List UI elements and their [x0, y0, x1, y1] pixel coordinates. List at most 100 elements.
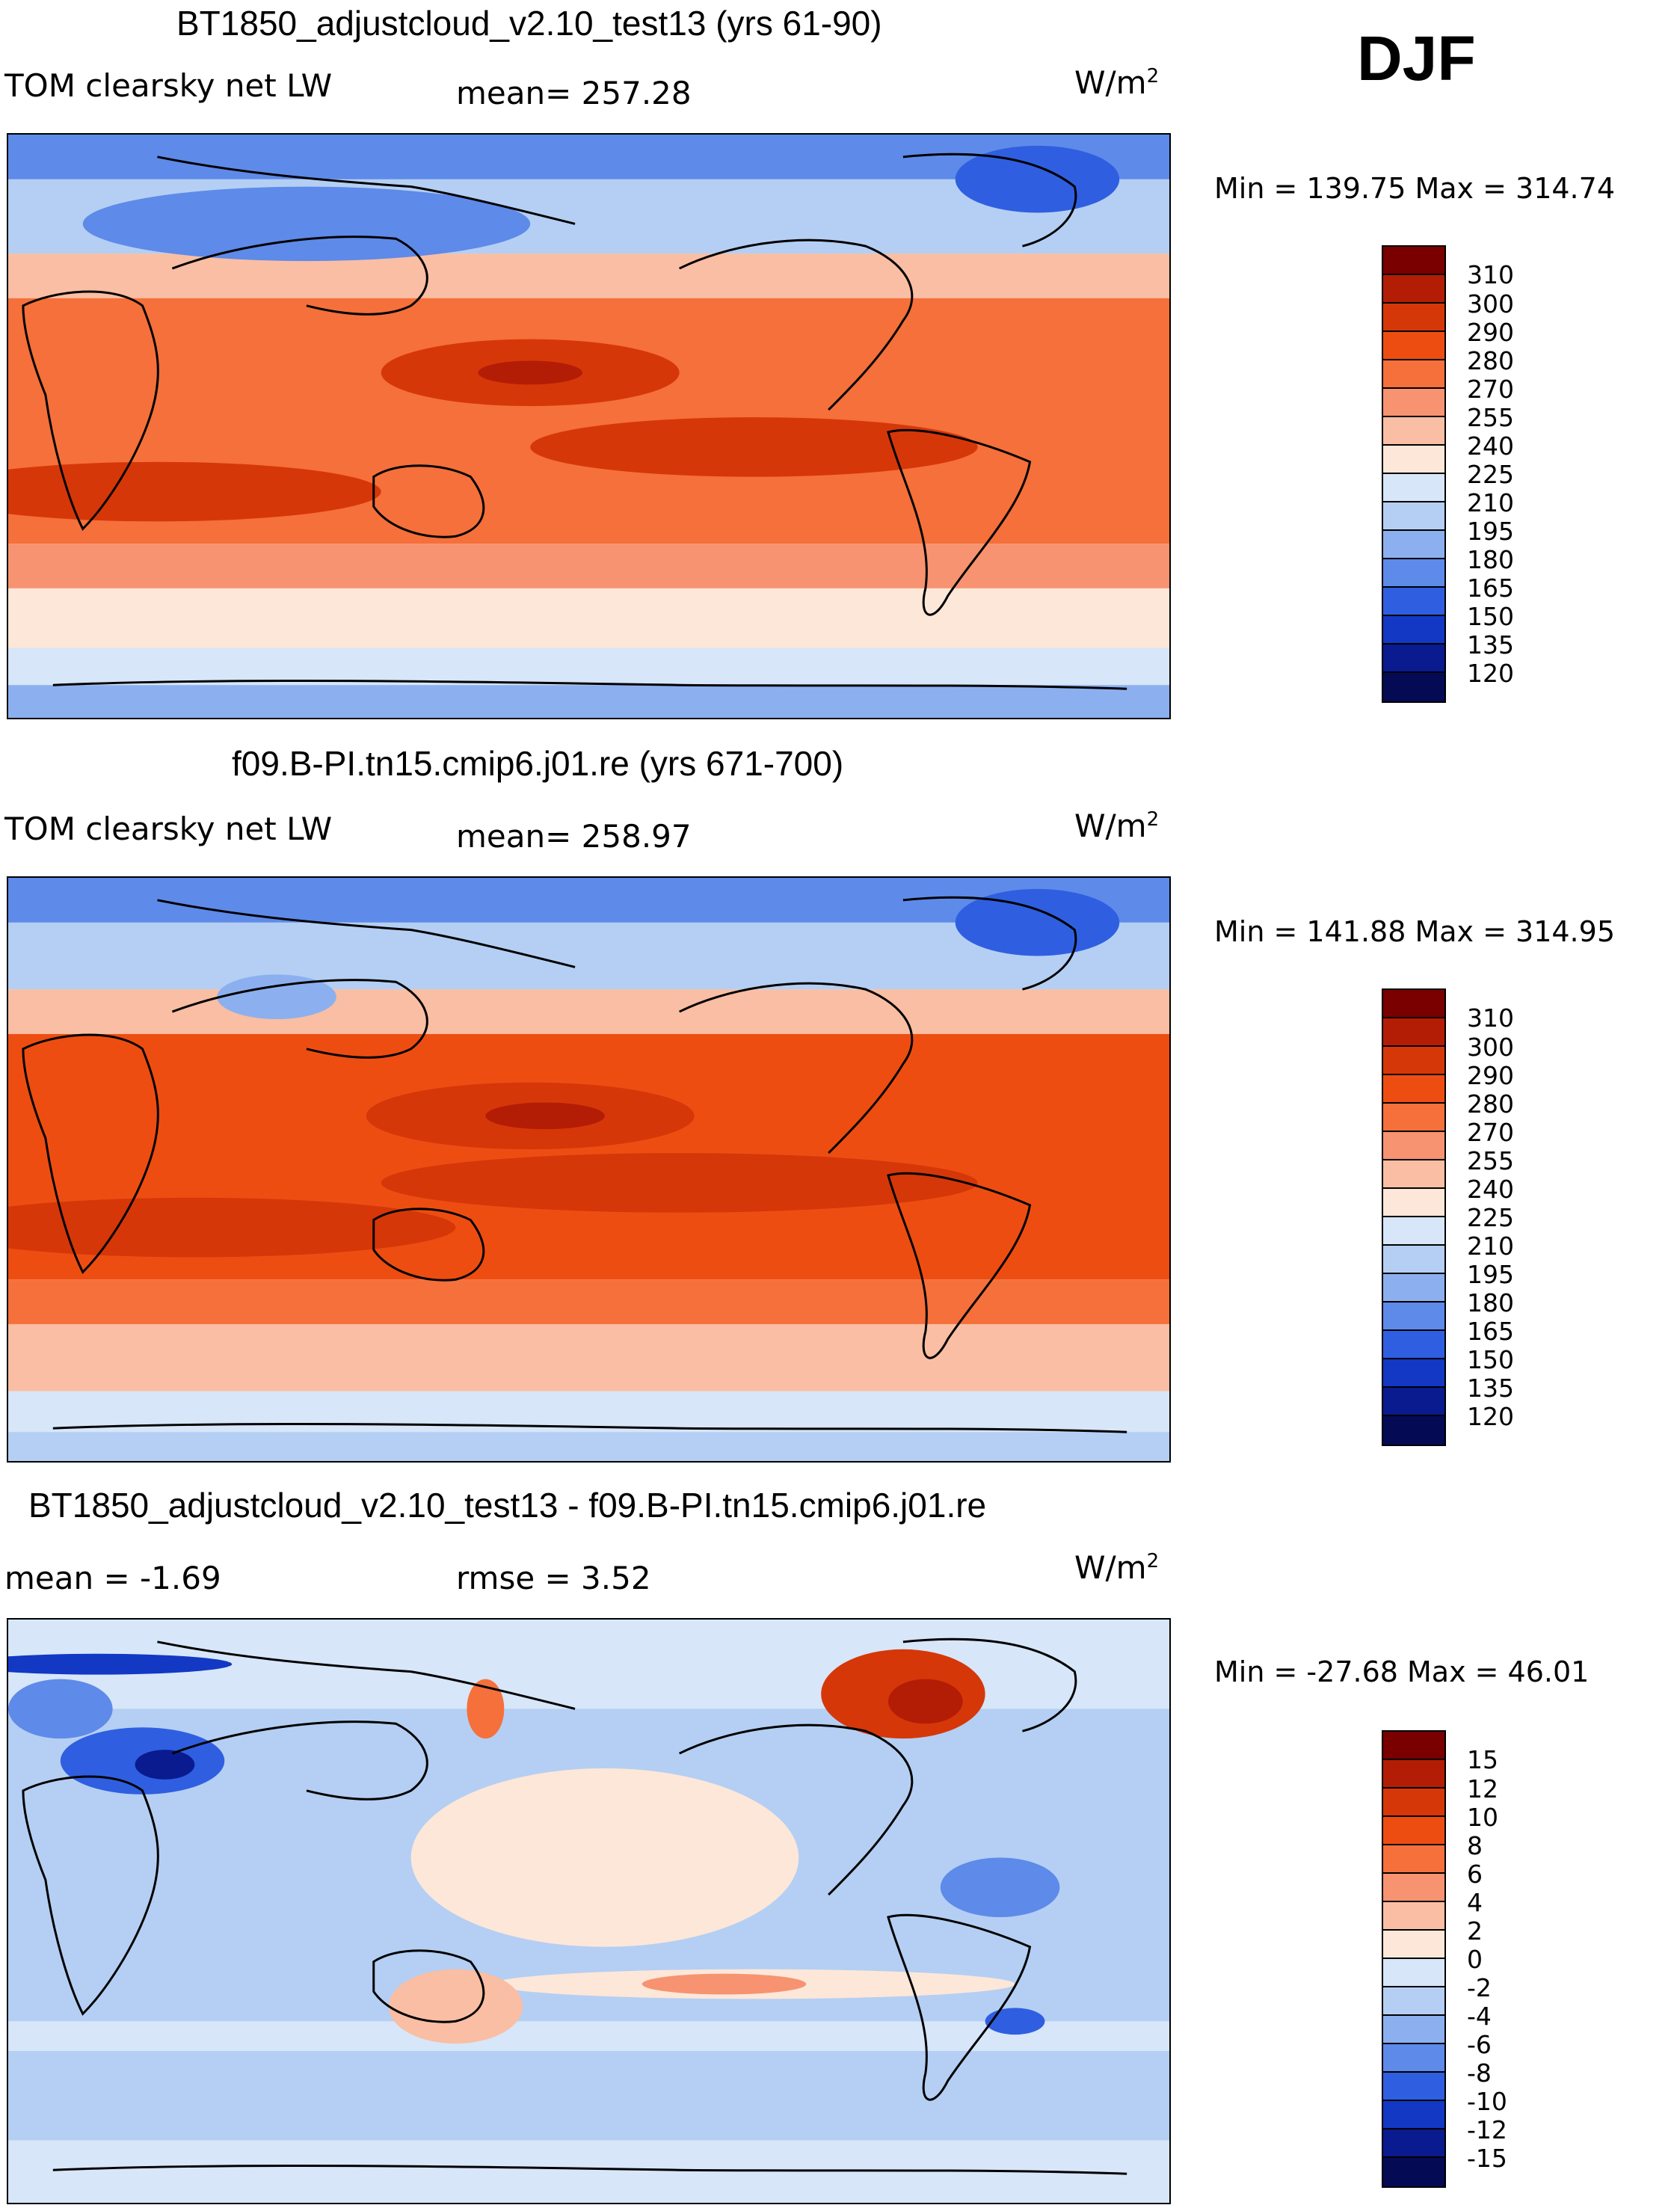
- panel-3-title: BT1850_adjustcloud_v2.10_test13 - f09.B-…: [28, 1486, 987, 1525]
- panel-2-colorbar-tick-label: 120: [1467, 1402, 1514, 1431]
- panel-2-minmax: Min = 141.88 Max = 314.95: [1214, 915, 1615, 948]
- panel-2-colorbar-swatch: [1383, 990, 1444, 1018]
- panel-3-colorbar-swatch: [1383, 1874, 1444, 1902]
- panel-1-colorbar-tick-label: 290: [1467, 318, 1514, 347]
- panel-1-colorbar-swatch: [1383, 304, 1444, 332]
- panel-2-colorbar-swatch: [1383, 1274, 1444, 1303]
- panel-1-units: W/m2: [1074, 64, 1160, 101]
- panel-1-colorbar-swatch: [1383, 616, 1444, 645]
- panel-2-colorbar-swatch: [1383, 1189, 1444, 1217]
- panel-2-colorbar-tick-label: 240: [1467, 1175, 1514, 1204]
- panel-3-colorbar-tick-label: -12: [1467, 2115, 1507, 2144]
- panel-1-colorbar-swatch: [1383, 502, 1444, 531]
- panel-1-colorbar-swatch: [1383, 645, 1444, 673]
- panel-2-colorbar-tick-label: 270: [1467, 1118, 1514, 1147]
- panel-2-colorbar-tick-label: 135: [1467, 1374, 1514, 1403]
- panel-2-units: W/m2: [1074, 808, 1160, 844]
- panel-2-colorbar-swatch: [1383, 1047, 1444, 1075]
- panel-2-colorbar-tick-label: 195: [1467, 1260, 1514, 1289]
- panel-1-colorbar-swatch: [1383, 389, 1444, 417]
- panel-1-colorbar-tick-label: 310: [1467, 260, 1514, 289]
- panel-3-colorbar-tick-label: 15: [1467, 1745, 1498, 1774]
- panel-1-colorbar: [1382, 245, 1446, 703]
- panel-2-map-svg: [8, 878, 1169, 1461]
- panel-1-colorbar-tick-label: 225: [1467, 460, 1514, 489]
- panel-2-colorbar-tick-label: 165: [1467, 1317, 1514, 1346]
- season-label: DJF: [1357, 23, 1476, 93]
- panel-2-colorbar-swatch: [1383, 1331, 1444, 1359]
- panel-2-colorbar-tick-label: 280: [1467, 1089, 1514, 1119]
- panel-3-colorbar-swatch: [1383, 1732, 1444, 1760]
- panel-2-colorbar-swatch: [1383, 1388, 1444, 1416]
- panel-3-colorbar-swatch: [1383, 1987, 1444, 2016]
- panel-1-colorbar-tick-label: 195: [1467, 517, 1514, 546]
- panel-2-colorbar: [1382, 988, 1446, 1446]
- panel-3-colorbar-swatch: [1383, 2044, 1444, 2073]
- panel-3-colorbar-tick-label: -6: [1467, 2030, 1492, 2059]
- panel-2-colorbar-tick-label: 180: [1467, 1288, 1514, 1317]
- panel-2-colorbar-tick-label: 300: [1467, 1033, 1514, 1062]
- panel-2-colorbar-tick-label: 290: [1467, 1061, 1514, 1090]
- panel-2-colorbar-swatch: [1383, 1132, 1444, 1160]
- panel-2-colorbar-tick-label: 210: [1467, 1231, 1514, 1261]
- panel-3-map: [7, 1618, 1171, 2204]
- panel-2-colorbar-swatch: [1383, 1303, 1444, 1331]
- panel-2-colorbar-tick-label: 255: [1467, 1146, 1514, 1175]
- panel-1-colorbar-swatch: [1383, 559, 1444, 588]
- panel-1-colorbar-swatch: [1383, 474, 1444, 502]
- panel-1-title: BT1850_adjustcloud_v2.10_test13 (yrs 61-…: [176, 4, 882, 43]
- panel-1-colorbar-tick-label: 210: [1467, 488, 1514, 517]
- panel-3-colorbar-swatch: [1383, 1760, 1444, 1789]
- panel-1-colorbar-swatch: [1383, 360, 1444, 389]
- panel-1-colorbar-tick-label: 270: [1467, 375, 1514, 404]
- panel-1-minmax: Min = 139.75 Max = 314.74: [1214, 172, 1615, 205]
- panel-1-colorbar-swatch: [1383, 588, 1444, 616]
- panel-2-variable-label: TOM clearsky net LW: [4, 811, 333, 847]
- panel-3-colorbar-tick-label: 4: [1467, 1888, 1483, 1917]
- panel-1-colorbar-swatch: [1383, 332, 1444, 360]
- panel-3-colorbar-tick-label: -15: [1467, 2144, 1507, 2173]
- panel-2-colorbar-tick-label: 225: [1467, 1203, 1514, 1232]
- panel-3-colorbar-tick-label: 2: [1467, 1916, 1483, 1946]
- panel-3-colorbar-swatch: [1383, 1902, 1444, 1931]
- panel-3-colorbar-tick-label: 0: [1467, 1945, 1483, 1974]
- panel-2-map: [7, 876, 1171, 1463]
- panel-1-colorbar-swatch: [1383, 417, 1444, 446]
- panel-3-minmax: Min = -27.68 Max = 46.01: [1214, 1655, 1590, 1688]
- panel-1-map: [7, 133, 1171, 719]
- panel-1-colorbar-tick-label: 300: [1467, 289, 1514, 319]
- panel-1-mean: mean= 257.28: [456, 75, 692, 111]
- panel-1-colorbar-tick-label: 150: [1467, 602, 1514, 631]
- panel-2-colorbar-swatch: [1383, 1359, 1444, 1388]
- panel-1-colorbar-swatch: [1383, 673, 1444, 701]
- panel-3-colorbar-swatch: [1383, 2129, 1444, 2158]
- panel-3-colorbar: [1382, 1730, 1446, 2188]
- panel-3-colorbar-tick-label: -10: [1467, 2087, 1507, 2116]
- panel-3-colorbar-tick-label: 8: [1467, 1831, 1483, 1860]
- panel-3-colorbar-swatch: [1383, 1845, 1444, 1874]
- panel-3-colorbar-swatch: [1383, 1959, 1444, 1987]
- panel-2-coastlines: [22, 896, 1127, 1433]
- panel-3-coastlines: [22, 1637, 1127, 2175]
- panel-3-units: W/m2: [1074, 1549, 1160, 1586]
- panel-2-colorbar-tick-label: 150: [1467, 1345, 1514, 1374]
- panel-1-colorbar-swatch: [1383, 531, 1444, 559]
- panel-2-colorbar-swatch: [1383, 1160, 1444, 1189]
- panel-1-map-svg: [8, 135, 1169, 718]
- panel-1-variable-label: TOM clearsky net LW: [4, 67, 333, 104]
- panel-2-colorbar-swatch: [1383, 1416, 1444, 1445]
- panel-1-colorbar-swatch: [1383, 275, 1444, 304]
- panel-1-colorbar-tick-label: 135: [1467, 630, 1514, 659]
- panel-3-colorbar-swatch: [1383, 1817, 1444, 1845]
- panel-1-colorbar-swatch: [1383, 446, 1444, 474]
- panel-3-colorbar-tick-label: 6: [1467, 1860, 1483, 1889]
- panel-1-colorbar-tick-label: 165: [1467, 573, 1514, 603]
- panel-3-colorbar-swatch: [1383, 1931, 1444, 1959]
- panel-2-mean: mean= 258.97: [456, 818, 692, 855]
- panel-3-colorbar-swatch: [1383, 2158, 1444, 2186]
- panel-2-colorbar-swatch: [1383, 1075, 1444, 1104]
- panel-1-colorbar-tick-label: 180: [1467, 545, 1514, 574]
- panel-3-colorbar-tick-label: -4: [1467, 2002, 1492, 2031]
- panel-1-colorbar-tick-label: 255: [1467, 403, 1514, 432]
- panel-3-colorbar-swatch: [1383, 1789, 1444, 1817]
